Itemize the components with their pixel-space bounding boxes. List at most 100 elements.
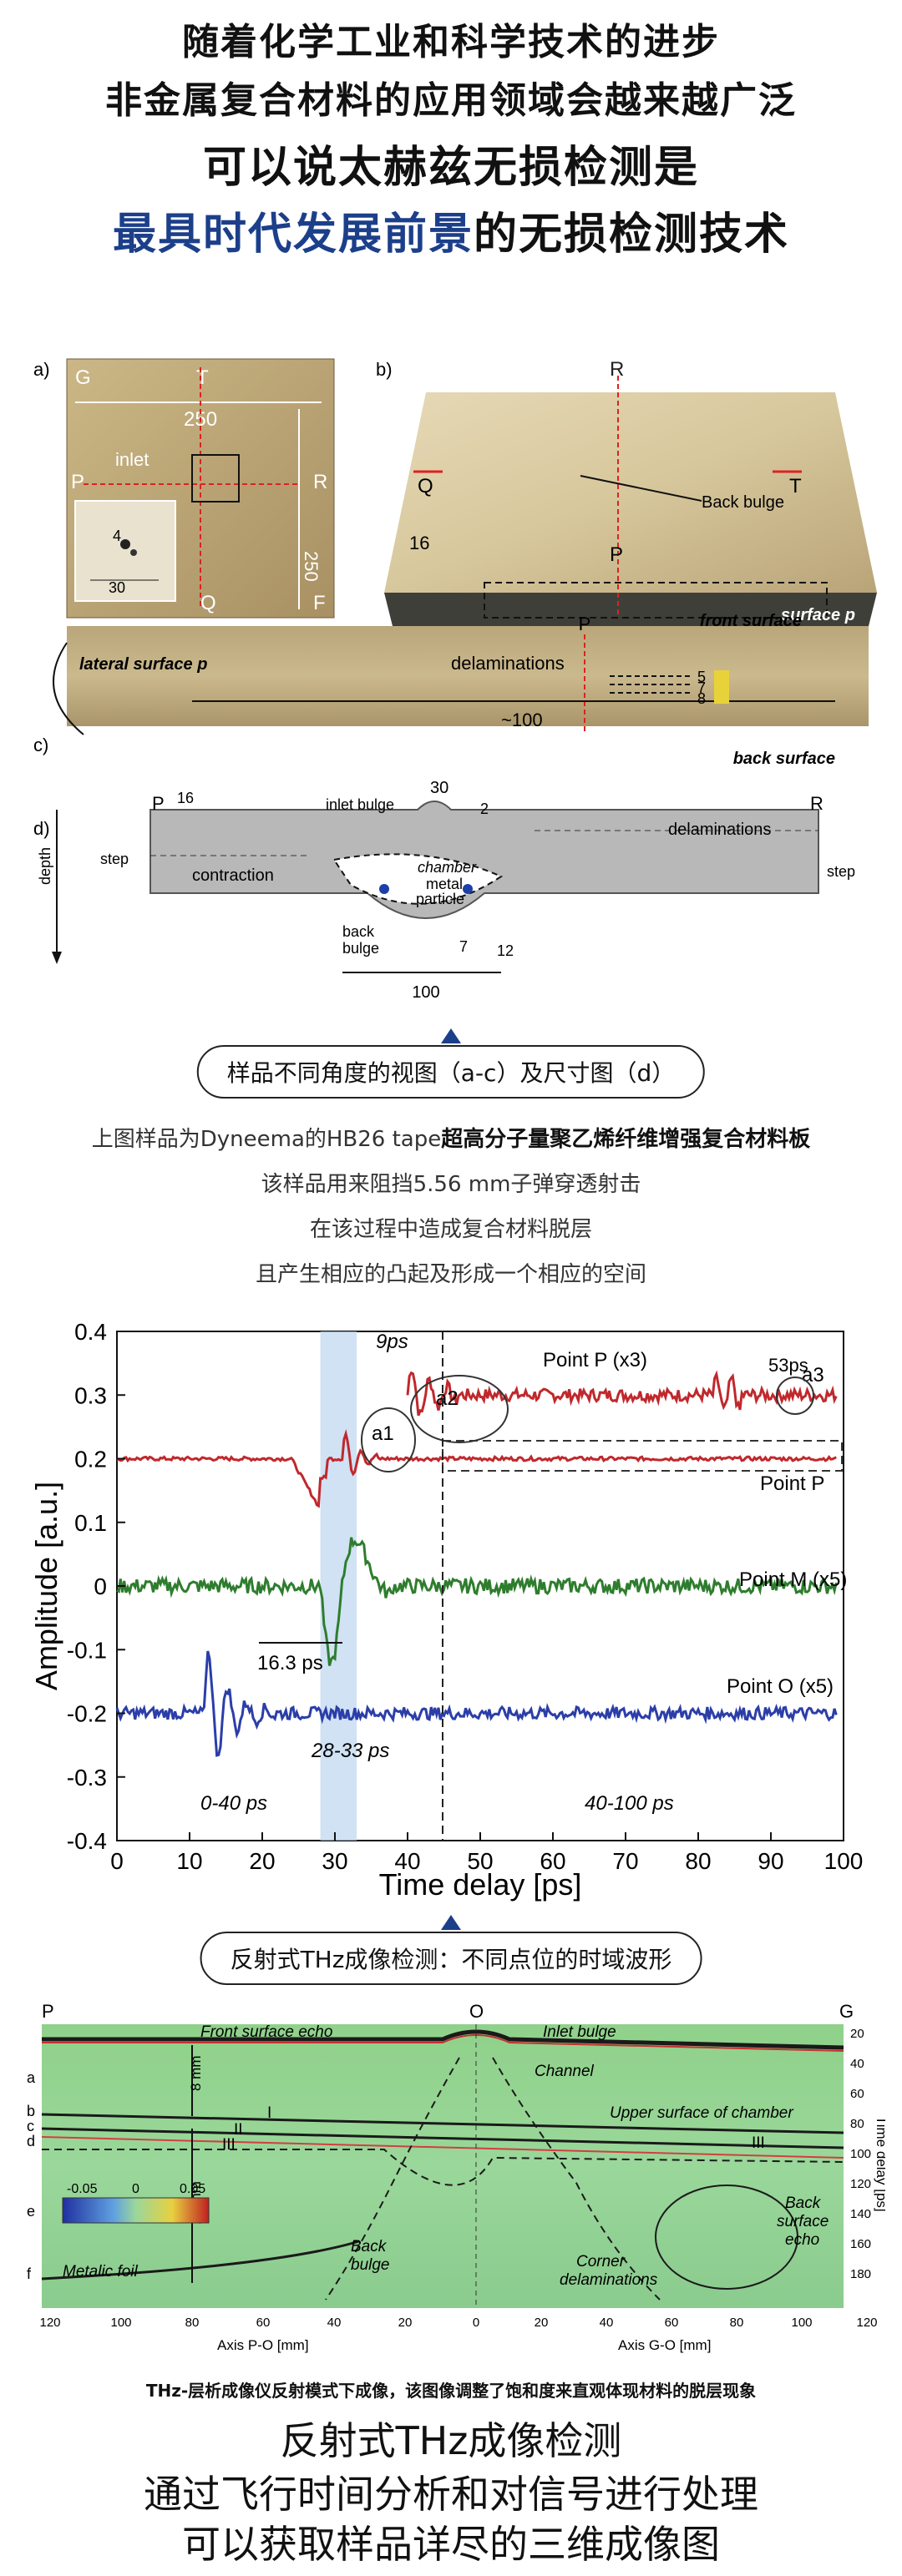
d-delaminations: delaminations	[668, 821, 771, 839]
d-metal: metal	[426, 876, 463, 892]
d-step-left: step	[100, 851, 129, 867]
bscan-image	[42, 2024, 844, 2308]
x-axis-label: Time delay [ps]	[379, 1867, 582, 1902]
series-line-3	[115, 1650, 838, 1757]
bottom-tick-right: 60	[665, 2316, 679, 2330]
side-b: b	[27, 2103, 35, 2119]
ann-16-3ps: 16.3 ps	[257, 1652, 323, 1674]
side-c: c	[27, 2118, 34, 2134]
right-axis-label: Time delay [ps]	[874, 2116, 885, 2212]
ann-a3: a3	[802, 1364, 824, 1386]
b-label-q: Q	[418, 475, 433, 498]
footer-line-1: 反射式THz成像检测	[280, 2418, 622, 2463]
sample-views-figure: a) G T R F Q P 250 250 inlet 4 30 b) R Q…	[33, 358, 877, 1002]
y-tick-label: -0.4	[67, 1828, 107, 1854]
c-label-p: P	[579, 614, 591, 634]
y-tick-label: 0.3	[74, 1382, 107, 1408]
caption-3: THz-层析成像仪反射模式下成像，该图像调整了饱和度来直观体现材料的脱层现象	[145, 2381, 757, 2401]
right-tick-label: 40	[850, 2057, 864, 2071]
dim-250-h: 250	[301, 551, 322, 582]
bottom-tick-left: 80	[185, 2316, 200, 2330]
header-highlight: 最具时代发展前景	[112, 210, 474, 260]
colorbar-mid: 0	[132, 2182, 139, 2196]
d-label-r: R	[810, 793, 823, 814]
footer-line-2: 通过飞行时间分析和对信号进行处理	[144, 2472, 758, 2517]
legend-point-p: Point P	[760, 1472, 824, 1495]
x-tick-label: 70	[612, 1848, 638, 1874]
header-line-1: 随着化学工业和科学技术的进步	[182, 21, 720, 63]
ann-28-33ps: 28-33 ps	[311, 1740, 389, 1762]
ann-9ps: 9ps	[376, 1331, 408, 1353]
d-label-30: 30	[430, 779, 448, 797]
d-label-16: 16	[177, 790, 194, 806]
layer-5: 5	[697, 669, 706, 685]
label-a: a)	[33, 359, 50, 380]
colorbar-min: -0.05	[67, 2182, 98, 2196]
corner-f: F	[313, 592, 326, 614]
x-tick-label: 100	[824, 1848, 864, 1874]
inset-4: 4	[113, 528, 121, 544]
caption-1-marker	[441, 1028, 461, 1043]
b-label-p: P	[610, 543, 623, 566]
roman-iii-right: III	[752, 2134, 765, 2152]
b-label-t: T	[789, 475, 802, 498]
y-tick-label: 0.1	[74, 1510, 107, 1536]
label-b: b)	[376, 359, 393, 380]
corner-t: T	[196, 366, 209, 389]
ann-0-40ps: 0-40 ps	[200, 1792, 267, 1815]
ann-a2: a2	[436, 1387, 459, 1410]
right-tick-label: 140	[850, 2207, 871, 2221]
right-tick-label: 80	[850, 2117, 864, 2131]
back-bulge-2: bulge	[351, 2256, 390, 2274]
side-a: a	[27, 2069, 36, 2086]
d-label-7: 7	[459, 938, 468, 955]
scan-label-o: O	[469, 2001, 484, 2022]
corner-2: delaminations	[560, 2271, 658, 2289]
right-tick-label: 180	[850, 2267, 871, 2281]
back-surface-label: back surface	[733, 750, 835, 768]
back-bulge-label: Back bulge	[702, 493, 784, 512]
d-chamber: chamber	[418, 859, 477, 876]
back-bulge-1: Back	[351, 2238, 388, 2255]
inlet-inset	[74, 500, 176, 602]
d-step-right: step	[827, 863, 855, 880]
ann-40-100ps: 40-100 ps	[585, 1792, 674, 1815]
bottom-tick-right: 80	[730, 2316, 744, 2330]
bottom-tick-left: 20	[398, 2316, 413, 2330]
ann-a1: a1	[372, 1422, 394, 1445]
bottom-tick-right: 100	[791, 2316, 812, 2330]
inset-30: 30	[109, 579, 125, 596]
corner-p: P	[71, 471, 84, 493]
y-tick-label: 0.2	[74, 1447, 107, 1472]
legend-point-p-x3: Point P (x3)	[543, 1349, 647, 1371]
header-line-4: 最具时代发展前景的无损检测技术	[0, 199, 902, 261]
bottom-tick-left: 0	[473, 2316, 479, 2330]
x-tick-label: 10	[176, 1848, 202, 1874]
side-f: f	[27, 2265, 32, 2282]
back-echo-3: echo	[785, 2231, 819, 2249]
roman-iii-left: III	[222, 2136, 236, 2154]
side-d: d	[27, 2133, 35, 2149]
ann-53ps: 53ps	[768, 1355, 808, 1376]
dim-8mm: 8 mm	[188, 2056, 204, 2092]
legend-point-o: Point O (x5)	[727, 1675, 834, 1698]
axis-g-o: Axis G-O [mm]	[618, 2337, 711, 2353]
d-label-2: 2	[480, 801, 489, 817]
caption-1: 样品不同角度的视图（a-c）及尺寸图（d）	[196, 1045, 706, 1099]
label-d: d)	[33, 818, 50, 839]
label-c: c)	[33, 735, 48, 755]
series-line-1	[116, 1428, 837, 1508]
highlight-band	[320, 1331, 357, 1841]
c-dim-100: ~100	[501, 710, 543, 730]
x-tick-label: 60	[540, 1848, 565, 1874]
thz-bscan-figure: P O G 8 mm 16 mm Front surface echo Inle…	[27, 2001, 885, 2353]
caption-2-marker	[441, 1915, 461, 1930]
scan-label-p: P	[42, 2001, 54, 2022]
right-tick-label: 60	[850, 2087, 864, 2101]
series-line-0	[406, 1370, 838, 1417]
legend-point-m: Point M (x5)	[739, 1568, 847, 1591]
bottom-tick-left: 60	[256, 2316, 271, 2330]
right-tick-label: 100	[850, 2147, 871, 2161]
caption-2: 反射式THz成像检测：不同点位的时域波形	[200, 1932, 702, 1985]
x-tick-label: 20	[249, 1848, 275, 1874]
